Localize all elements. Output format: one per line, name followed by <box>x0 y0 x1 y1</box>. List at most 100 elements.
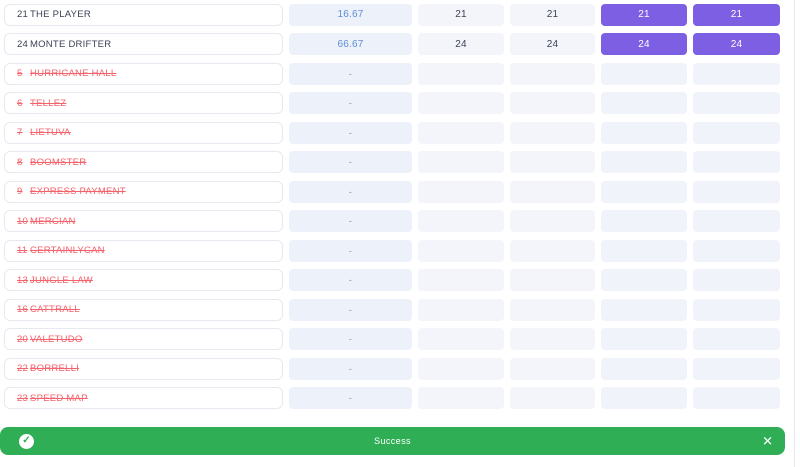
selected-odds-button[interactable] <box>601 387 687 409</box>
runner-name-cell: 5 HURRICANE HALL <box>4 62 283 85</box>
selected-odds-button[interactable] <box>693 239 780 262</box>
odds-cell[interactable] <box>418 210 504 232</box>
selected-odds-button[interactable]: 24 <box>601 33 687 55</box>
selected-odds-button[interactable] <box>693 151 780 173</box>
odds-cell[interactable]: 21 <box>510 3 595 26</box>
odds-cell[interactable] <box>418 121 504 144</box>
odds-cell[interactable] <box>510 298 595 321</box>
selected-odds-button[interactable] <box>693 328 780 350</box>
odds-cell[interactable] <box>510 357 595 380</box>
selected-odds-button[interactable] <box>601 62 687 85</box>
runner-name-cell: 20 VALETUDO <box>4 328 283 350</box>
runner-number: 23 <box>17 392 29 404</box>
percentage-cell[interactable]: - <box>289 357 412 380</box>
selected-odds-button[interactable]: 24 <box>693 33 780 55</box>
odds-cell[interactable] <box>418 269 504 291</box>
selected-odds-button[interactable] <box>693 92 780 114</box>
selected-odds-button[interactable] <box>693 387 780 409</box>
selected-odds-button[interactable]: 21 <box>601 3 687 26</box>
selected-odds-button[interactable] <box>693 357 780 380</box>
runner-name: CATTRALL <box>30 304 80 315</box>
percentage-cell[interactable]: - <box>289 239 412 262</box>
runner-name-cell: 24 MONTE DRIFTER <box>4 33 283 55</box>
odds-cell[interactable] <box>510 239 595 262</box>
selected-odds-button[interactable] <box>601 298 687 321</box>
percentage-cell[interactable]: - <box>289 387 412 409</box>
odds-cell[interactable] <box>418 62 504 85</box>
table-row: 22 BORRELLI - <box>4 357 780 380</box>
odds-cell[interactable] <box>418 357 504 380</box>
table-row: 8 BOOMSTER - <box>4 151 780 173</box>
percentage-cell[interactable]: - <box>289 298 412 321</box>
odds-cell[interactable]: 21 <box>418 3 504 26</box>
odds-cell[interactable]: 24 <box>418 33 504 55</box>
odds-cell[interactable] <box>510 387 595 409</box>
runner-number: 5 <box>17 68 23 79</box>
percentage-cell[interactable]: - <box>289 180 412 203</box>
percentage-value: 66.67 <box>337 38 364 50</box>
odds-cell[interactable] <box>510 180 595 203</box>
percentage-cell[interactable]: - <box>289 121 412 144</box>
odds-cell[interactable] <box>418 239 504 262</box>
odds-cell[interactable] <box>418 92 504 114</box>
selected-odds-button[interactable] <box>693 180 780 203</box>
runner-name: LIETUVA <box>30 127 71 138</box>
selected-odds-button[interactable] <box>693 62 780 85</box>
percentage-cell[interactable]: - <box>289 92 412 114</box>
percentage-cell[interactable]: 66.67 <box>289 33 412 55</box>
odds-cell[interactable] <box>418 387 504 409</box>
runner-name: VALETUDO <box>30 333 83 345</box>
odds-cell[interactable] <box>510 210 595 232</box>
odds-cell[interactable] <box>510 151 595 173</box>
percentage-cell[interactable]: - <box>289 151 412 173</box>
selected-odds-button[interactable] <box>601 269 687 291</box>
runner-number: 8 <box>17 156 23 168</box>
percentage-cell[interactable]: - <box>289 210 412 232</box>
runner-name: THE PLAYER <box>30 9 91 20</box>
close-icon[interactable]: ✕ <box>762 433 773 449</box>
odds-cell[interactable] <box>510 269 595 291</box>
percentage-value: - <box>348 393 353 403</box>
selected-odds-button[interactable] <box>601 239 687 262</box>
table-row: 23 SPEED MAP - <box>4 387 780 409</box>
selected-odds-button[interactable] <box>693 121 780 144</box>
table-row: 11 CERTAINLYCAN - <box>4 239 780 262</box>
selected-odds-button[interactable] <box>601 92 687 114</box>
odds-cell[interactable] <box>510 92 595 114</box>
odds-cell[interactable] <box>418 298 504 321</box>
runner-number: 20 <box>17 333 29 345</box>
runner-name-cell: 16 CATTRALL <box>4 298 283 321</box>
percentage-value: - <box>348 216 353 226</box>
selected-odds-button[interactable] <box>601 210 687 232</box>
odds-cell[interactable] <box>418 180 504 203</box>
runner-name: JUNGLE LAW <box>30 274 93 286</box>
selected-odds-button[interactable] <box>601 357 687 380</box>
selected-odds-button[interactable] <box>693 210 780 232</box>
runner-number: 7 <box>17 127 23 138</box>
selected-odds-button[interactable] <box>601 121 687 144</box>
selected-odds-button[interactable] <box>601 180 687 203</box>
selected-odds-button[interactable] <box>693 298 780 321</box>
selected-odds-button[interactable]: 21 <box>693 3 780 26</box>
table-row: 24 MONTE DRIFTER 66.67 24 24 24 24 <box>4 33 780 55</box>
odds-cell[interactable] <box>418 151 504 173</box>
percentage-value: - <box>348 186 353 197</box>
runner-name-cell: 9 EXPRESS PAYMENT <box>4 180 283 203</box>
selected-odds-button[interactable] <box>601 328 687 350</box>
runner-number: 24 <box>17 38 29 50</box>
percentage-cell[interactable]: - <box>289 269 412 291</box>
runner-name: MERCIAN <box>30 215 76 227</box>
runner-number: 10 <box>17 215 29 227</box>
selected-odds-button[interactable] <box>601 151 687 173</box>
selected-odds-button[interactable] <box>693 269 780 291</box>
odds-cell[interactable]: 24 <box>510 33 595 55</box>
percentage-cell[interactable]: - <box>289 62 412 85</box>
percentage-value: - <box>348 275 353 285</box>
percentage-cell[interactable]: - <box>289 328 412 350</box>
odds-cell[interactable] <box>510 328 595 350</box>
odds-cell[interactable] <box>510 62 595 85</box>
runner-number: 22 <box>17 363 29 374</box>
odds-cell[interactable] <box>418 328 504 350</box>
percentage-cell[interactable]: 16.67 <box>289 3 412 26</box>
odds-cell[interactable] <box>510 121 595 144</box>
